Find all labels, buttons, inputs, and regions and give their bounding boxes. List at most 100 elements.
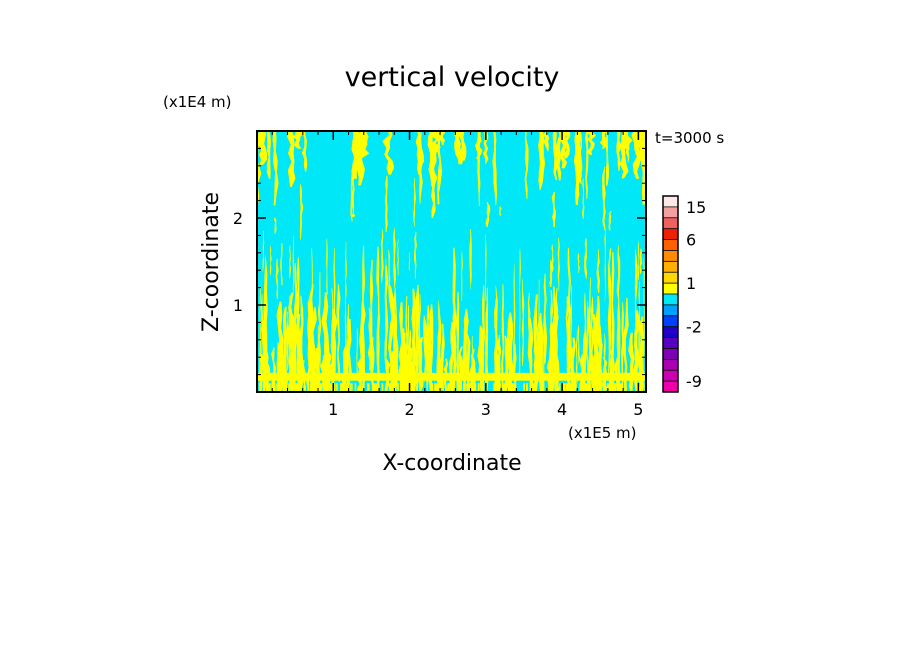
updraft-fleck: [430, 383, 433, 392]
updraft-streak: [288, 295, 291, 374]
updraft-streak: [551, 244, 554, 273]
updraft-streak: [399, 302, 406, 392]
updraft-fleck: [390, 383, 393, 392]
updraft-streak: [485, 234, 487, 301]
updraft-streak: [258, 352, 265, 392]
updraft-streak: [549, 259, 553, 287]
updraft-fleck: [624, 383, 626, 392]
updraft-fleck: [282, 383, 284, 392]
updraft-streak: [585, 301, 590, 392]
updraft-streak: [524, 131, 529, 200]
updraft-fleck: [400, 383, 402, 392]
updraft-streak: [378, 310, 381, 368]
updraft-streak: [570, 285, 573, 373]
updraft-streak: [276, 301, 285, 392]
updraft-fleck: [457, 383, 460, 392]
updraft-fleck: [469, 383, 471, 392]
updraft-streak: [294, 263, 298, 371]
updraft-fleck: [311, 383, 314, 392]
updraft-fleck: [609, 383, 611, 392]
updraft-fleck: [327, 383, 330, 392]
updraft-fleck: [610, 383, 612, 392]
updraft-fleck: [531, 383, 534, 392]
x-tick-label-0: 1: [328, 400, 338, 419]
updraft-fleck: [474, 383, 477, 392]
colorbar-band-5: [663, 326, 678, 338]
chart-title: vertical velocity: [345, 62, 560, 93]
updraft-streak: [264, 258, 268, 376]
updraft-fleck: [296, 383, 298, 392]
updraft-fleck: [386, 383, 388, 392]
updraft-fleck: [636, 383, 639, 392]
colorbar-band-8: [663, 294, 678, 306]
updraft-streak: [292, 235, 295, 297]
updraft-streak: [596, 249, 600, 293]
updraft-fleck: [340, 383, 343, 392]
updraft-streak: [452, 247, 457, 373]
colorbar-band-2: [663, 359, 678, 371]
updraft-fleck: [563, 383, 566, 392]
colorbar-band-16: [663, 206, 678, 219]
updraft-streak: [586, 131, 596, 155]
updraft-streak: [621, 131, 633, 150]
updraft-streak: [350, 172, 354, 222]
updraft-streak: [397, 239, 399, 276]
updraft-streak: [299, 184, 304, 240]
colorbar-label-2: 1: [686, 274, 696, 293]
updraft-streak: [343, 349, 347, 392]
updraft-fleck: [294, 383, 297, 392]
colorbar-band-15: [663, 217, 678, 229]
updraft-fleck: [407, 383, 410, 392]
updraft-streak: [602, 166, 606, 231]
updraft-fleck: [342, 383, 344, 392]
updraft-fleck: [598, 383, 601, 392]
updraft-streak: [293, 131, 304, 149]
colorbar-label-0: 15: [686, 198, 706, 217]
updraft-streak: [280, 243, 283, 286]
updraft-streak: [552, 131, 559, 180]
updraft-streak: [560, 131, 567, 169]
updraft-streak: [382, 131, 394, 175]
updraft-streak: [588, 277, 592, 373]
updraft-fleck: [404, 383, 406, 392]
updraft-streak: [607, 248, 612, 373]
updraft-streak: [453, 131, 464, 165]
updraft-streak: [429, 131, 441, 155]
updraft-streak: [594, 313, 598, 392]
colorbar-band-14: [663, 228, 678, 240]
updraft-fleck: [316, 383, 319, 392]
updraft-streak: [507, 312, 514, 392]
updraft-fleck: [477, 383, 479, 392]
updraft-streak: [301, 131, 308, 172]
updraft-fleck: [381, 383, 384, 392]
updraft-fleck: [471, 383, 474, 392]
updraft-streak: [618, 292, 621, 392]
updraft-fleck: [566, 383, 569, 392]
updraft-fleck: [350, 383, 352, 392]
colorbar-label-4: -9: [686, 372, 702, 391]
updraft-streak: [310, 351, 316, 392]
colorbar-band-13: [663, 239, 678, 251]
updraft-fleck: [596, 383, 598, 392]
y-tick-label-0: 1: [233, 296, 243, 315]
updraft-streak: [427, 131, 438, 186]
updraft-fleck: [514, 383, 517, 392]
updraft-streak: [485, 287, 489, 392]
updraft-streak: [289, 245, 292, 279]
plot-area: [257, 131, 646, 392]
updraft-streak: [408, 252, 411, 271]
updraft-fleck: [567, 383, 569, 392]
updraft-streak: [455, 292, 460, 392]
updraft-streak: [412, 327, 414, 380]
x-tick-label-3: 4: [557, 400, 567, 419]
updraft-fleck: [434, 383, 437, 392]
updraft-streak: [296, 257, 300, 362]
updraft-fleck: [405, 383, 407, 392]
updraft-streak: [272, 131, 279, 206]
updraft-fleck: [262, 383, 265, 392]
updraft-streak: [577, 325, 580, 365]
updraft-contours: [257, 131, 646, 392]
updraft-fleck: [502, 383, 504, 392]
updraft-fleck: [288, 383, 290, 392]
updraft-streak: [367, 307, 372, 371]
